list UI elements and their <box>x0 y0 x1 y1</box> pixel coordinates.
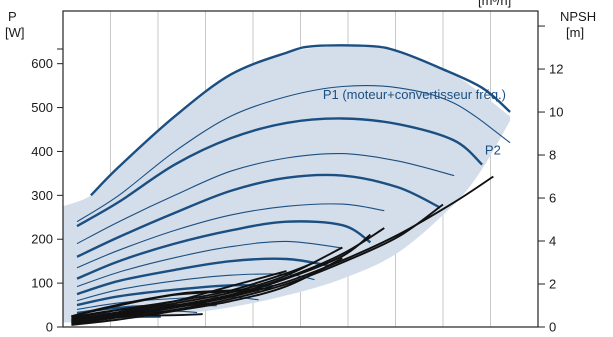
power-curve-12 <box>76 296 259 310</box>
right-tick-label: 10 <box>549 105 563 120</box>
power-curve-2 <box>76 84 511 223</box>
power-curve-4 <box>76 152 455 245</box>
npsh-curve-11 <box>71 302 217 319</box>
right-tick-label: 0 <box>549 320 556 335</box>
left-tick-label: 400 <box>31 144 53 159</box>
right-tick-label: 4 <box>549 234 556 249</box>
left-tick-label: 500 <box>31 100 53 115</box>
power-curve-7 <box>76 220 372 280</box>
npsh-curve-5 <box>71 246 343 322</box>
npsh-curve-12 <box>71 313 203 322</box>
npsh-curve-1 <box>71 175 494 324</box>
power-curve-8 <box>76 240 343 288</box>
right-tick-label: 2 <box>549 277 556 292</box>
left-tick-label: 300 <box>31 188 53 203</box>
right-tick-label: 8 <box>549 148 556 163</box>
power-curve-9 <box>76 257 329 296</box>
left-tick-label: 100 <box>31 276 53 291</box>
left-tick-label: 200 <box>31 232 53 247</box>
left-axis: 0 100 200 300 400 500 600 <box>31 48 63 335</box>
right-tick-label: 12 <box>549 62 563 77</box>
p2-label: P2 <box>485 143 501 158</box>
right-axis: 0 2 4 6 8 10 12 <box>538 25 563 335</box>
operating-envelope <box>63 46 511 323</box>
npsh-curve-4 <box>71 233 371 324</box>
left-axis-label: P <box>8 9 17 24</box>
npsh-curve-6 <box>71 257 343 326</box>
power-curve-6 <box>76 203 385 269</box>
power-curve-3 <box>76 117 483 228</box>
npsh-curve-10 <box>71 289 259 318</box>
power-curve-11 <box>76 283 273 307</box>
npsh-curves <box>71 175 494 326</box>
right-axis-label: NPSH <box>560 9 596 24</box>
power-curve-5 <box>76 173 441 258</box>
left-tick-label: 0 <box>46 320 53 335</box>
plot-frame <box>62 10 539 328</box>
npsh-curve-8 <box>71 270 287 321</box>
x-axis-unit: [m³/h] <box>478 0 511 8</box>
right-tick-label: 6 <box>549 191 556 206</box>
power-curve-1 <box>90 44 511 197</box>
left-axis-unit: [W] <box>5 25 25 40</box>
p1-label: P1 (moteur+convertisseur fréq.) <box>323 87 506 102</box>
left-tick-label: 600 <box>31 56 53 71</box>
right-axis-unit: [m] <box>566 25 584 40</box>
npsh-curve-3 <box>71 227 385 323</box>
